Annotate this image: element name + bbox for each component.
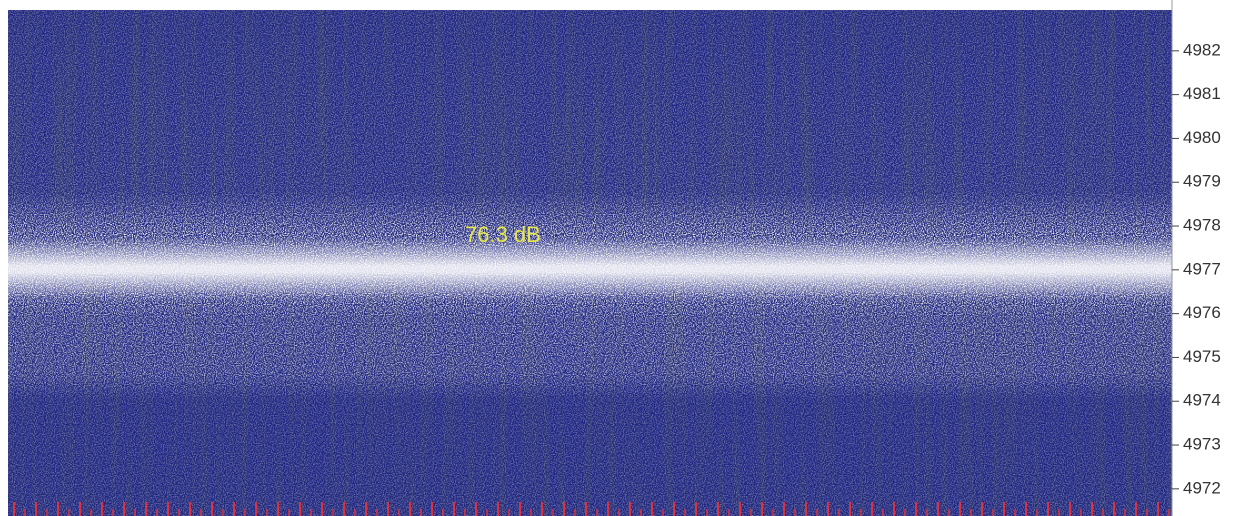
y-tick-label: 4980 xyxy=(1183,128,1221,147)
y-tick-label: 4976 xyxy=(1183,303,1221,322)
y-tick-label: 4972 xyxy=(1183,478,1221,497)
y-tick-label: 4979 xyxy=(1183,172,1221,191)
y-tick-label: 4981 xyxy=(1183,84,1221,103)
y-tick-label: 4973 xyxy=(1183,435,1221,454)
y-tick-label: 4975 xyxy=(1183,347,1221,366)
y-tick-label: 4982 xyxy=(1183,40,1221,59)
y-tick-label: 4974 xyxy=(1183,391,1221,410)
y-tick-label: 4978 xyxy=(1183,216,1221,235)
y-tick-label: 4977 xyxy=(1183,259,1221,278)
time-ticks xyxy=(13,502,1170,516)
signal-band xyxy=(8,238,1172,300)
annotation: 76.3 dB xyxy=(465,222,541,247)
